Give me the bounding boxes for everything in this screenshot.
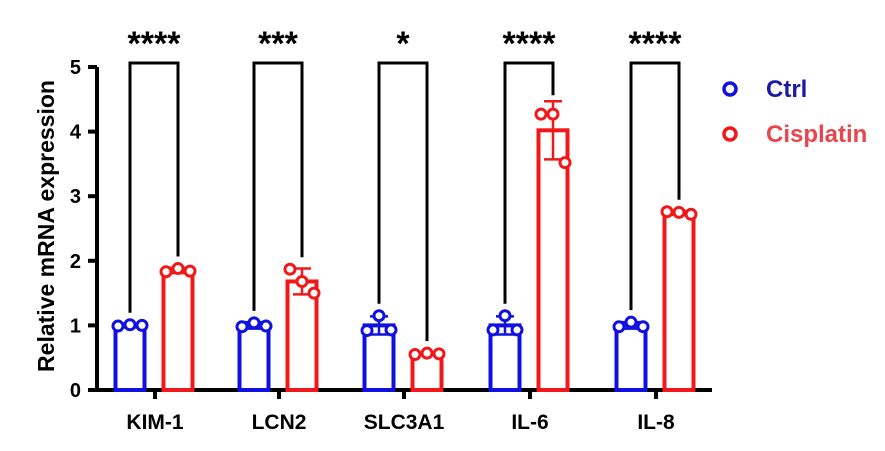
data-point-ctrl [384,323,398,337]
data-point-cisplatin [171,262,185,276]
data-point-ctrl [259,319,273,333]
significance-stars: **** [503,25,557,63]
y-tick-label: 4 [70,122,82,144]
data-point-cisplatin [408,347,422,361]
data-point-ctrl [235,320,249,334]
bar-ctrl-il-6 [488,323,522,392]
data-point-ctrl [510,323,524,337]
data-point-ctrl [111,319,125,333]
bracket-line [252,61,304,311]
data-point-ctrl [498,309,512,323]
y-tick-label: 3 [70,186,81,208]
data-point-ctrl [360,324,374,338]
data-point-cisplatin [672,205,686,219]
data-point-ctrl [486,323,500,337]
significance-bracket-slc3a1: * [377,25,429,342]
data-point-cisplatin [534,107,548,121]
bar-cisplatin-lcn2 [285,279,319,392]
data-point-cisplatin [660,205,674,219]
legend-marker-cisplatin [722,126,738,142]
bracket-line [503,61,555,304]
data-point-cisplatin [159,265,173,279]
bars [113,99,696,393]
x-tick-label: KIM-1 [126,411,183,434]
data-point-ctrl [135,318,149,332]
significance-bracket-il-6: **** [503,25,557,304]
data-point-ctrl [612,320,626,334]
bar-ctrl-il-8 [614,323,648,392]
data-point-cisplatin [546,107,560,121]
axes: 0 1 2 3 4 5 KIM-1 LCN2 SLC3A1 IL-6 IL-8 [70,57,712,434]
legend-label-ctrl: Ctrl [766,76,807,103]
data-point-cisplatin [283,262,297,276]
bracket-line [629,61,681,311]
data-point-cisplatin [307,286,321,300]
data-point-cisplatin [183,264,197,278]
y-tick-label: 1 [70,315,81,337]
data-point-ctrl [372,309,386,323]
data-point-cisplatin [432,347,446,361]
x-tick-label: SLC3A1 [364,411,445,434]
significance-bracket-lcn2: *** [252,25,304,311]
data-point-cisplatin [295,274,309,288]
y-tick-label: 0 [70,380,81,402]
data-point-cisplatin [684,207,698,221]
significance-bracket-kim-1: **** [128,25,182,313]
legend: Ctrl Cisplatin [722,76,867,148]
significance-annotations: **** *** * **** **** [128,25,683,342]
data-points [111,107,698,361]
bar-cisplatin-kim-1 [161,268,195,392]
significance-stars: *** [258,25,298,63]
data-point-ctrl [624,315,638,329]
significance-stars: **** [629,25,683,63]
data-point-ctrl [247,316,261,330]
y-tick-label: 5 [70,57,81,79]
axis-labels: Relative mRNA expression [33,80,59,372]
significance-stars: **** [128,25,182,63]
x-tick-label: LCN2 [252,411,307,434]
bar-ctrl-kim-1 [113,323,147,392]
bar-cisplatin-il-6 [536,128,570,392]
data-point-ctrl [123,318,137,332]
data-point-ctrl [636,320,650,334]
significance-bracket-il-8: **** [629,25,683,311]
legend-label-cisplatin: Cisplatin [766,121,867,148]
y-axis-label: Relative mRNA expression [33,80,59,372]
bar-cisplatin-il-8 [662,210,696,392]
y-tick-label: 2 [70,251,81,273]
bar-ctrl-lcn2 [237,323,271,392]
x-tick-label: IL-6 [511,411,548,434]
bracket-line [128,61,180,313]
data-point-cisplatin [420,346,434,360]
significance-stars: * [396,25,410,63]
bracket-line [377,61,429,342]
legend-marker-ctrl [722,81,738,97]
data-point-cisplatin [558,156,572,170]
x-tick-label: IL-8 [637,411,675,434]
